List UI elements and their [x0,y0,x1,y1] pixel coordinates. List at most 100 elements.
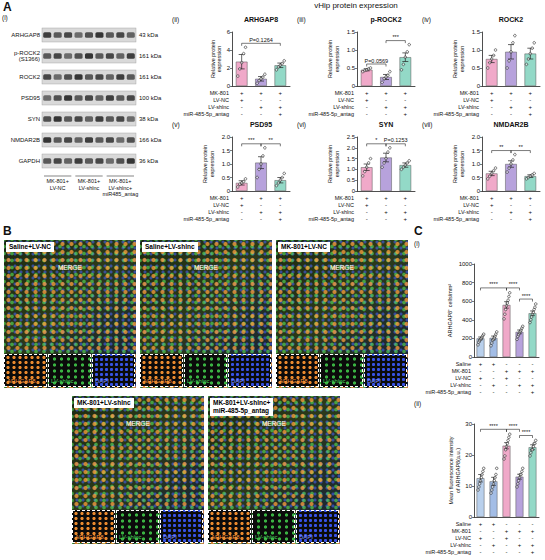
svg-text:MK-801: MK-801 [452,368,471,374]
svg-text:1.0: 1.0 [472,47,481,53]
svg-text:miR-485-5p_antag: miR-485-5p_antag [183,216,229,222]
svg-text:NMDAR2B: NMDAR2B [494,121,529,128]
svg-text:2.5: 2.5 [347,134,356,140]
svg-text:-: - [529,202,531,208]
svg-text:0: 0 [352,188,356,194]
svg-text:Relative protein: Relative protein [210,40,216,78]
svg-text:1.5: 1.5 [472,29,481,35]
svg-text:-: - [532,521,534,527]
svg-text:+: + [509,195,513,201]
svg-text:+: + [240,195,244,201]
svg-text:-: - [385,97,387,103]
svg-text:2.0: 2.0 [347,145,356,151]
svg-text:miR-485-5p_antag: miR-485-5p_antag [425,549,471,555]
svg-text:+: + [518,382,522,388]
svg-text:expression: expression [216,46,222,73]
svg-text:LV-NC: LV-NC [463,202,479,208]
svg-text:(i): (i) [2,14,8,22]
svg-text:+: + [531,389,535,395]
svg-text:Mean fluorescence intensity: Mean fluorescence intensity [448,436,454,504]
svg-text:Relative protein: Relative protein [202,145,208,183]
svg-text:+: + [259,90,263,96]
svg-text:1.5: 1.5 [347,29,356,35]
svg-text:MK-801+: MK-801+ [46,178,68,184]
svg-text:MK-801: MK-801 [460,195,479,201]
svg-text:166 kDa: 166 kDa [139,137,162,143]
svg-text:-: - [493,389,495,395]
svg-text:(vi): (vi) [297,121,306,129]
svg-text:*: * [375,137,378,143]
svg-text:+: + [365,202,369,208]
svg-text:43 kDa: 43 kDa [139,32,159,38]
svg-text:MK-801: MK-801 [210,90,229,96]
svg-text:miR-485-5p_antag: miR-485-5p_antag [183,111,229,117]
svg-text:0: 0 [477,188,481,194]
svg-text:expression: expression [209,151,215,178]
svg-text:(S1366): (S1366) [19,56,40,62]
svg-text:miR-485-5p_antag: miR-485-5p_antag [308,216,354,222]
svg-text:-: - [519,361,521,367]
svg-text:30: 30 [465,421,472,427]
svg-text:miR485_antag: miR485_antag [102,191,138,197]
svg-text:+: + [404,216,408,222]
svg-text:****: **** [522,429,531,435]
svg-text:Relative protein: Relative protein [452,40,458,78]
svg-text:PSD95: PSD95 [250,121,272,128]
svg-text:-: - [366,216,368,222]
svg-text:+: + [240,97,244,103]
svg-text:6: 6 [227,29,231,35]
svg-text:+: + [518,528,522,534]
svg-text:+: + [365,195,369,201]
svg-text:+: + [365,90,369,96]
svg-text:0: 0 [477,83,481,89]
svg-text:LV-shlnc: LV-shlnc [208,104,229,110]
svg-text:Relative protein: Relative protein [452,145,458,183]
svg-text:161 kDa: 161 kDa [139,74,162,80]
svg-text:of ARHGAP8(a.u.): of ARHGAP8(a.u.) [455,448,461,493]
svg-text:p-ROCK2: p-ROCK2 [370,16,401,24]
svg-text:+: + [492,542,496,548]
svg-text:p-ROCK2: p-ROCK2 [14,50,41,56]
svg-text:-: - [506,389,508,395]
svg-text:MK-801: MK-801 [335,195,354,201]
svg-text:+: + [384,195,388,201]
svg-text:+: + [505,375,509,381]
svg-text:MK-801: MK-801 [335,90,354,96]
svg-text:+: + [240,90,244,96]
svg-text:P=0.0569: P=0.0569 [364,58,388,64]
svg-text:+: + [240,202,244,208]
svg-text:+: + [509,104,513,110]
svg-text:LV-shlnc+: LV-shlnc+ [108,185,132,191]
svg-text:-: - [366,209,368,215]
svg-text:+: + [259,104,263,110]
svg-text:+: + [531,542,535,548]
svg-text:-: - [404,97,406,103]
svg-text:600: 600 [462,298,473,304]
svg-text:200: 200 [462,335,473,341]
svg-text:+: + [404,195,408,201]
svg-text:20: 20 [465,452,472,458]
svg-text:-: - [532,361,534,367]
svg-text:+: + [505,368,509,374]
svg-text:LV-NC: LV-NC [455,375,471,381]
svg-text:LV-NC: LV-NC [213,97,229,103]
svg-text:0.5: 0.5 [222,175,231,181]
svg-text:SYN: SYN [379,121,393,128]
svg-text:-: - [480,368,482,374]
svg-text:-: - [385,111,387,117]
svg-text:-: - [480,542,482,548]
svg-text:0: 0 [227,188,231,194]
svg-text:**: ** [269,137,274,143]
svg-text:-: - [480,549,482,555]
svg-text:ROCK2: ROCK2 [499,16,524,23]
svg-text:+: + [492,521,496,527]
svg-text:LV-shlnc: LV-shlnc [458,209,479,215]
svg-text:100 kDa: 100 kDa [139,95,162,101]
svg-text:(ii): (ii) [414,400,421,408]
svg-text:(v): (v) [172,121,180,129]
svg-text:-: - [519,549,521,555]
svg-text:expression: expression [334,46,340,73]
svg-text:(ii): (ii) [172,16,179,24]
svg-text:-: - [532,375,534,381]
svg-text:-: - [241,216,243,222]
